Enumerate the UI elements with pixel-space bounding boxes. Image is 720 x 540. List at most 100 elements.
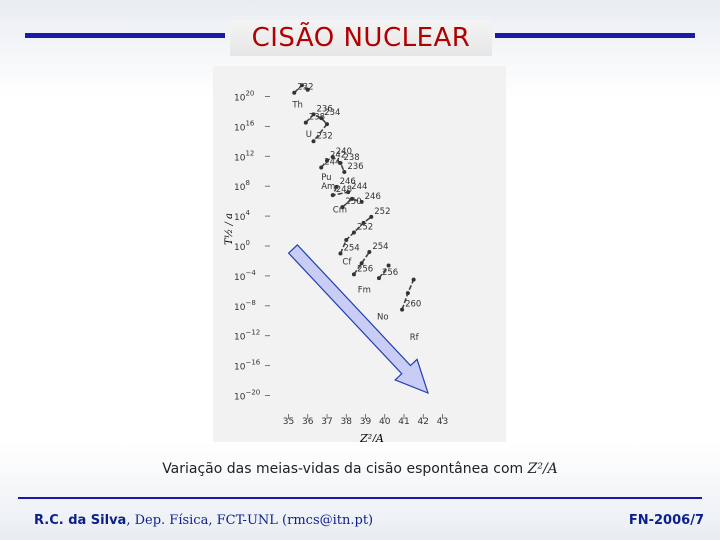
element-label: Cm <box>333 205 347 215</box>
trend-arrow-layer <box>287 244 429 395</box>
data-point <box>292 90 297 95</box>
series-curve <box>378 264 390 279</box>
data-point <box>334 184 339 189</box>
isotope-label: 232 <box>297 83 313 93</box>
y-tick-exponent: −12 <box>245 329 260 337</box>
data-point <box>359 261 364 266</box>
data-point <box>346 190 351 195</box>
x-tick-label: 42 <box>418 417 429 427</box>
x-tick-label: 39 <box>360 417 372 427</box>
element-label: Pu <box>321 173 331 183</box>
y-tick-label: 10−16 <box>234 359 261 373</box>
isotope-label: 236 <box>347 162 363 172</box>
y-tick-exponent: 0 <box>245 239 249 247</box>
series-no: 256 No <box>376 263 398 322</box>
isotope-label: 252 <box>374 207 390 217</box>
data-point <box>324 122 329 127</box>
y-tick-exponent: 4 <box>245 209 250 217</box>
data-point <box>303 120 308 125</box>
caption-variable: Z²/A <box>527 461 558 477</box>
x-tick-label: 38 <box>341 417 353 427</box>
data-point <box>311 139 316 144</box>
footer-author: R.C. da Silva <box>34 513 127 528</box>
footer-code: FN-2006/7 <box>628 513 704 528</box>
data-point <box>376 276 381 281</box>
data-point <box>330 155 335 160</box>
y-tick-exponent: −4 <box>245 269 256 277</box>
y-tick-label: 1012 <box>234 149 254 163</box>
isotope-label: 242 <box>330 151 346 161</box>
x-tick-label: 40 <box>379 417 391 427</box>
data-point <box>369 214 374 219</box>
footer-credits: R.C. da Silva, Dep. Física, FCT-UNL (rmc… <box>34 513 373 528</box>
element-label: Rf <box>410 333 420 343</box>
title-rule-right <box>495 33 695 38</box>
title-rule-left <box>25 33 225 38</box>
isotope-label: 248 <box>336 185 352 195</box>
y-tick-label: 108 <box>234 179 250 193</box>
isotope-label: 246 <box>365 192 381 202</box>
caption-text: Variação das meias-vidas da cisão espont… <box>162 461 528 477</box>
data-point <box>330 193 335 198</box>
trend-arrow <box>287 244 429 395</box>
data-point <box>350 196 355 201</box>
data-point <box>342 169 347 174</box>
element-label: Fm <box>358 285 371 295</box>
element-label: Cf <box>342 258 352 268</box>
x-tick-label: 36 <box>302 417 314 427</box>
isotope-label: 240 <box>336 147 352 157</box>
x-tick-label: 43 <box>437 417 448 427</box>
data-point <box>400 307 405 312</box>
series-curve <box>353 251 371 275</box>
y-tick-label: 10−4 <box>234 269 256 283</box>
data-point <box>305 87 310 92</box>
element-label: Th <box>291 101 303 111</box>
footer-affiliation: , Dep. Física, FCT-UNL (rmcs@itn.pt) <box>126 513 374 528</box>
x-axis-label: Z²/A <box>359 432 384 442</box>
y-tick-label: 100 <box>234 239 250 253</box>
x-axis-ticks: 35 36 37 38 39 40 41 42 43 <box>283 414 448 427</box>
slide-title: CISÃO NUCLEAR <box>230 20 492 56</box>
data-point <box>338 160 343 165</box>
isotope-label: 256 <box>357 264 373 274</box>
series-fm: 256 254 Fm <box>351 242 389 295</box>
isotope-label: 236 <box>317 104 333 114</box>
y-axis-ticks: 1020 1016 1012 108 104 100 10−4 10−8 10−12 10−16 1… <box>234 89 270 403</box>
y-tick-exponent: −16 <box>245 359 260 367</box>
data-point <box>411 277 416 282</box>
isotope-label: 256 <box>382 268 398 278</box>
y-axis-label: T½ / a <box>224 213 235 245</box>
data-point <box>386 263 391 268</box>
isotope-label: 246 <box>340 177 356 187</box>
isotope-label: 244 <box>351 182 367 192</box>
y-tick-exponent: 8 <box>245 179 249 187</box>
data-point <box>340 205 345 210</box>
series-curve <box>341 198 362 208</box>
data-point <box>299 83 304 88</box>
series-cm: 250 246 Cm <box>333 192 381 215</box>
y-tick-label: 10−20 <box>234 389 260 403</box>
chart-svg: 1020 1016 1012 108 104 100 10−4 10−8 10−12 10−16 1… <box>224 83 448 445</box>
y-tick-exponent: −8 <box>245 299 255 307</box>
y-tick-exponent: 16 <box>245 119 254 127</box>
isotope-label: 232 <box>317 131 333 141</box>
data-point <box>319 165 324 170</box>
series-curve <box>305 113 329 142</box>
figure-caption: Variação das meias-vidas da cisão espont… <box>160 461 560 477</box>
y-tick-exponent: −20 <box>245 389 260 397</box>
isotope-label: 238 <box>309 113 325 123</box>
element-label: U <box>306 130 312 140</box>
y-tick-label: 104 <box>234 209 250 223</box>
y-tick-label: 1016 <box>234 119 255 133</box>
isotope-label: 238 <box>343 153 359 163</box>
isotope-label: 260 <box>405 300 421 310</box>
y-tick-exponent: 12 <box>245 149 254 157</box>
isotope-label: 254 <box>372 242 388 252</box>
y-tick-label: 1020 <box>234 89 254 103</box>
data-point <box>351 272 356 277</box>
element-label: No <box>377 312 389 322</box>
half-life-chart: 1020 1016 1012 108 104 100 10−4 10−8 10−12 10−16 1… <box>213 66 506 445</box>
